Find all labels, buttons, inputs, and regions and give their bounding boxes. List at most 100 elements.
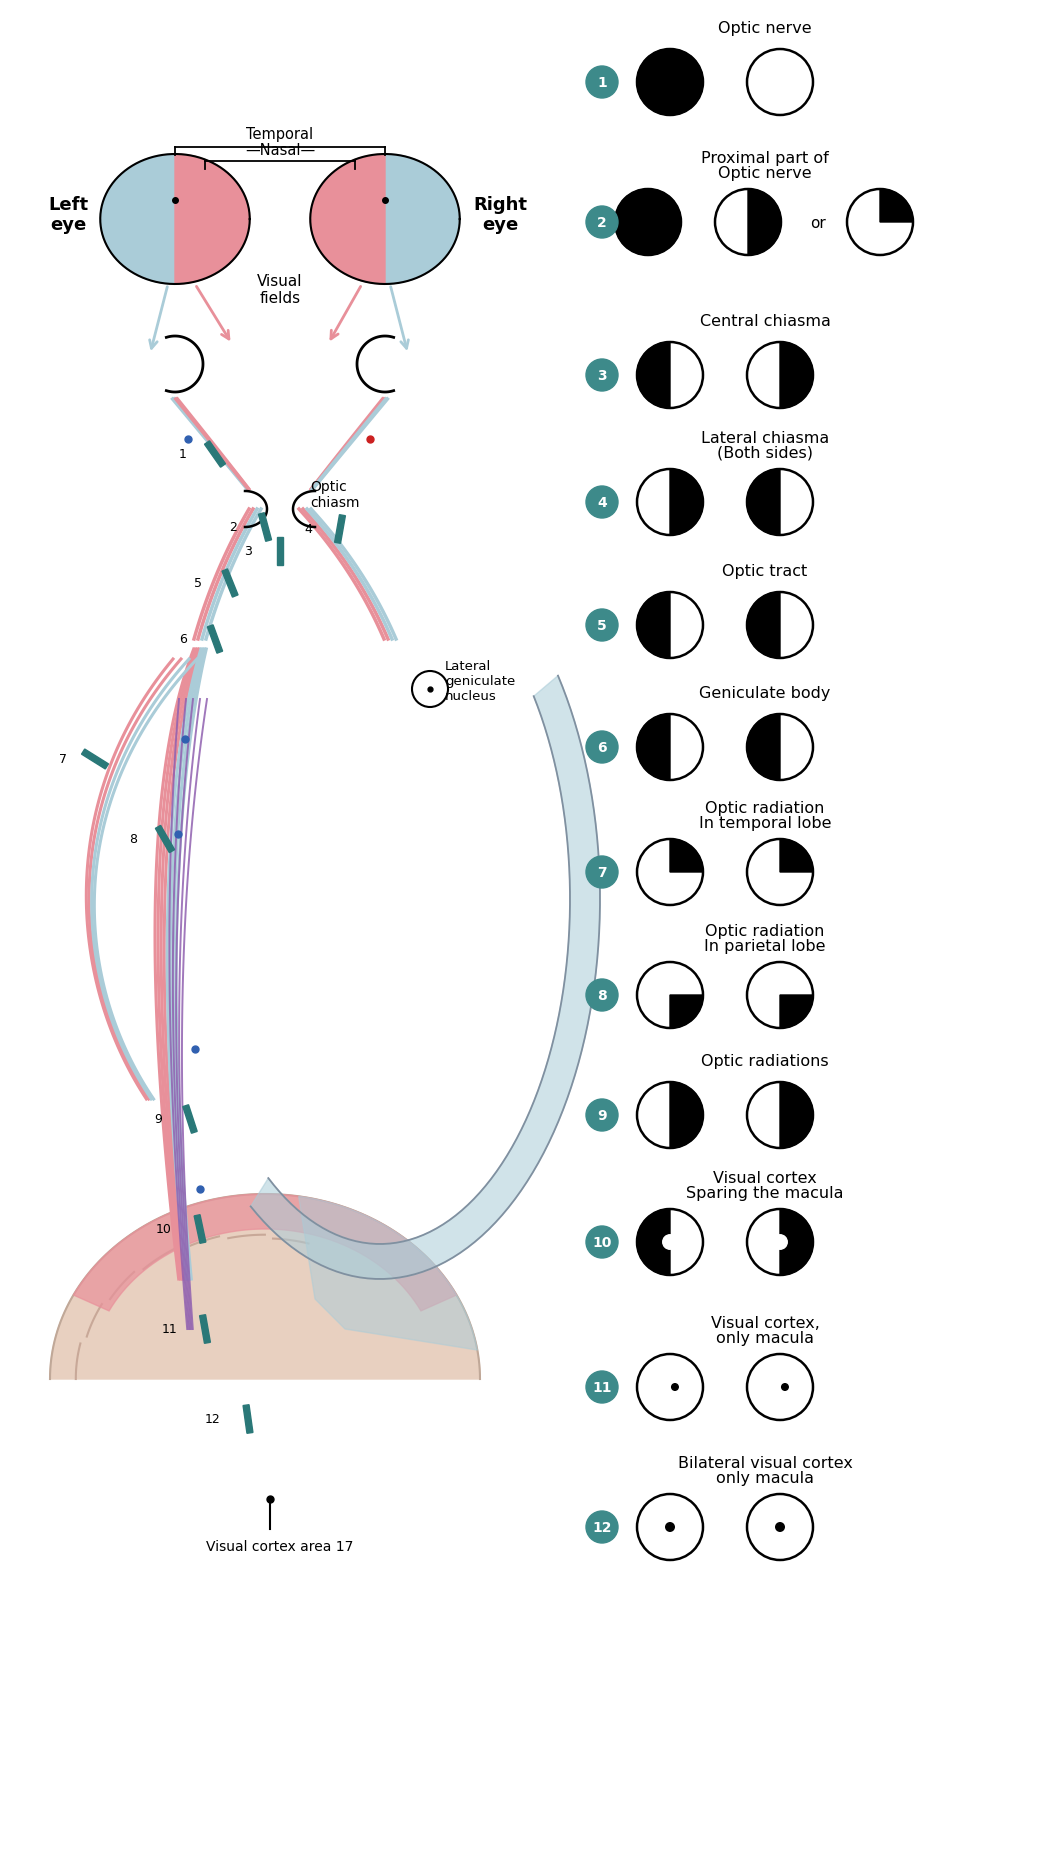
Circle shape	[638, 343, 703, 408]
Circle shape	[615, 189, 681, 256]
Circle shape	[773, 1235, 787, 1250]
Text: In temporal lobe: In temporal lobe	[699, 816, 831, 831]
Text: (Both sides): (Both sides)	[717, 445, 813, 460]
Circle shape	[638, 1209, 703, 1276]
Text: 9: 9	[597, 1109, 606, 1122]
Text: Proximal part of: Proximal part of	[701, 150, 829, 165]
Polygon shape	[310, 156, 385, 286]
Text: 5: 5	[597, 620, 607, 633]
Text: Visual cortex,: Visual cortex,	[710, 1315, 820, 1330]
Polygon shape	[638, 594, 670, 659]
Circle shape	[747, 963, 813, 1028]
Circle shape	[672, 1384, 678, 1391]
Text: or: or	[810, 215, 826, 230]
Circle shape	[638, 594, 703, 659]
Polygon shape	[747, 594, 780, 659]
Circle shape	[747, 1493, 813, 1560]
Text: 2: 2	[597, 215, 607, 230]
Circle shape	[586, 979, 618, 1011]
Text: Optic nerve: Optic nerve	[719, 165, 812, 182]
Polygon shape	[638, 714, 670, 781]
Text: 6: 6	[597, 740, 606, 755]
Polygon shape	[748, 189, 781, 256]
Text: only macula: only macula	[716, 1330, 814, 1345]
Circle shape	[586, 360, 618, 391]
Polygon shape	[259, 514, 271, 542]
Circle shape	[847, 189, 913, 256]
Circle shape	[586, 1100, 618, 1132]
Circle shape	[586, 486, 618, 519]
Circle shape	[586, 857, 618, 889]
Circle shape	[586, 1512, 618, 1543]
Polygon shape	[155, 825, 175, 853]
Text: Right
eye: Right eye	[473, 195, 527, 234]
Circle shape	[747, 714, 813, 781]
Polygon shape	[194, 1215, 206, 1243]
Polygon shape	[243, 1404, 253, 1434]
Text: 10: 10	[156, 1222, 172, 1235]
Text: Sparing the macula: Sparing the macula	[686, 1185, 843, 1200]
Circle shape	[638, 50, 703, 115]
Circle shape	[638, 1354, 703, 1421]
Circle shape	[747, 469, 813, 536]
Text: 7: 7	[597, 866, 606, 879]
Polygon shape	[207, 625, 223, 653]
Circle shape	[586, 1371, 618, 1402]
Text: 11: 11	[161, 1323, 177, 1336]
Polygon shape	[175, 156, 250, 286]
Text: 4: 4	[597, 495, 607, 510]
Circle shape	[662, 1235, 677, 1250]
Polygon shape	[747, 469, 780, 536]
Circle shape	[586, 67, 618, 98]
Circle shape	[776, 1523, 784, 1532]
Text: Optic radiations: Optic radiations	[701, 1054, 829, 1068]
Polygon shape	[670, 996, 703, 1028]
Polygon shape	[81, 749, 108, 770]
Polygon shape	[747, 714, 780, 781]
Polygon shape	[670, 840, 703, 872]
Text: Visual
fields: Visual fields	[257, 275, 303, 306]
Circle shape	[782, 1384, 788, 1391]
Polygon shape	[50, 1195, 480, 1380]
Polygon shape	[780, 343, 813, 408]
Circle shape	[638, 50, 703, 115]
Text: In parietal lobe: In parietal lobe	[704, 939, 826, 953]
Polygon shape	[780, 1083, 813, 1148]
Text: only macula: only macula	[716, 1471, 814, 1486]
Polygon shape	[335, 516, 345, 544]
Text: Temporal: Temporal	[246, 126, 314, 143]
Polygon shape	[638, 1209, 670, 1276]
Text: 11: 11	[592, 1380, 612, 1395]
Polygon shape	[277, 538, 283, 566]
Text: 8: 8	[129, 833, 137, 846]
Circle shape	[638, 963, 703, 1028]
Text: 1: 1	[179, 449, 187, 462]
Circle shape	[586, 731, 618, 764]
Circle shape	[747, 840, 813, 905]
Circle shape	[747, 343, 813, 408]
Text: Optic radiation: Optic radiation	[705, 924, 825, 939]
Polygon shape	[200, 1315, 210, 1343]
Text: —Nasal—: —Nasal—	[244, 143, 315, 158]
Text: 12: 12	[204, 1414, 220, 1426]
Polygon shape	[74, 1195, 457, 1311]
Text: Bilateral visual cortex: Bilateral visual cortex	[678, 1454, 853, 1471]
Text: 4: 4	[304, 523, 312, 536]
Circle shape	[638, 469, 703, 536]
Circle shape	[586, 1226, 618, 1258]
Polygon shape	[205, 441, 226, 467]
Text: 1: 1	[597, 76, 607, 89]
Text: 3: 3	[244, 545, 252, 558]
Polygon shape	[638, 343, 670, 408]
Text: 7: 7	[59, 753, 67, 766]
Circle shape	[747, 594, 813, 659]
Text: Visual cortex area 17: Visual cortex area 17	[206, 1540, 354, 1553]
Circle shape	[747, 1354, 813, 1421]
Circle shape	[638, 840, 703, 905]
Circle shape	[615, 189, 681, 256]
Circle shape	[666, 1523, 674, 1532]
Text: Optic radiation: Optic radiation	[705, 801, 825, 816]
Text: 10: 10	[593, 1235, 612, 1248]
Polygon shape	[780, 840, 813, 872]
Text: 6: 6	[179, 633, 187, 646]
